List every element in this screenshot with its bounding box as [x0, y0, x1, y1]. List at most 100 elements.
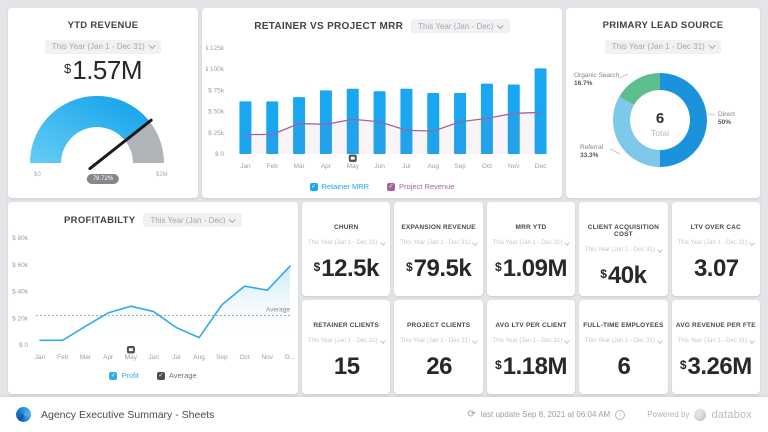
- mrr-legend: ✓ Retainer MRR ✓ Project Revenue: [202, 182, 562, 191]
- svg-text:$ 0: $ 0: [215, 151, 224, 158]
- legend-item-retainer-mrr[interactable]: ✓ Retainer MRR: [309, 182, 369, 191]
- kpi-grid: CHURN This Year (Jan 1 - Dec 31) $12.5k …: [302, 202, 760, 394]
- kpi-title: MRR YTD: [515, 224, 547, 231]
- profit-legend: ✓ Profit ✓ Average: [8, 371, 298, 380]
- currency-sign: $: [64, 61, 72, 76]
- date-range-select-ytd[interactable]: This Year (Jan 1 - Dec 31): [44, 39, 162, 54]
- kpi-value-number: 40k: [607, 262, 647, 289]
- currency-sign: $: [495, 260, 502, 274]
- svg-text:Jan: Jan: [240, 163, 251, 170]
- legend-item-profit[interactable]: ✓ Profit: [109, 371, 139, 380]
- legend-item-project-revenue[interactable]: ✓ Project Revenue: [387, 182, 454, 191]
- kpi-value-number: 12.5k: [321, 255, 379, 282]
- svg-text:Jun: Jun: [148, 354, 159, 361]
- checkbox-icon[interactable]: ✓: [387, 182, 396, 191]
- board-title: Agency Executive Summary - Sheets: [41, 408, 215, 421]
- last-update: ⟳ last update Sep 8, 2021 at 06:04 AM i: [467, 409, 626, 420]
- kpi-value: 26: [394, 353, 482, 381]
- chevron-down-icon: [379, 239, 386, 246]
- date-range-select-kpi[interactable]: This Year (Jan 1 - Dec 31): [493, 337, 571, 344]
- svg-text:Feb: Feb: [57, 354, 69, 361]
- profit-line-chart: $ 0 $ 20k $ 40k $ 60k $ 80k Average Jan Feb Mar A…: [12, 235, 295, 361]
- svg-text:Mar: Mar: [293, 163, 305, 170]
- panel-title-mrr: RETAINER VS PROJECT MRR: [254, 20, 404, 32]
- panel-primary-lead-source: PRIMARY LEAD SOURCE This Year (Jan 1 - D…: [566, 8, 760, 198]
- refresh-icon[interactable]: ⟳: [467, 409, 476, 420]
- chevron-down-icon: [472, 239, 478, 246]
- svg-text:May: May: [347, 163, 360, 170]
- chevron-down-icon: [379, 337, 386, 344]
- info-icon[interactable]: i: [615, 409, 626, 420]
- kpi-value: 3.07: [672, 255, 760, 283]
- annotation-marker-icon: [126, 346, 135, 354]
- date-range-select-kpi[interactable]: This Year (Jan 1 - Dec 31): [677, 239, 755, 246]
- date-range-select-kpi[interactable]: This Year (Jan 1 - Dec 31): [400, 337, 478, 344]
- date-range-select-kpi[interactable]: This Year (Jan 1 - Dec 31): [585, 246, 663, 253]
- gauge-value-number: 1.57M: [72, 55, 142, 85]
- date-range-label: This Year (Jan 1 - Dec 31): [400, 338, 470, 344]
- date-range-select-lead[interactable]: This Year (Jan 1 - Dec 31): [604, 39, 722, 54]
- legend-label: Project Revenue: [399, 182, 455, 191]
- kpi-tile-project-clients: PROJECT CLIENTS This Year (Jan 1 - Dec 3…: [394, 300, 483, 394]
- date-range-select-kpi[interactable]: This Year (Jan 1 - Dec 31): [307, 239, 386, 246]
- donut-total-label: Total: [651, 128, 669, 138]
- svg-text:Nov: Nov: [261, 354, 273, 361]
- legend-item-average[interactable]: ✓ Average: [156, 371, 197, 380]
- kpi-value: $3.26M: [672, 353, 760, 381]
- date-range-select-kpi[interactable]: This Year (Jan 1 - Dec 31): [493, 239, 571, 246]
- kpi-tile-churn: CHURN This Year (Jan 1 - Dec 31) $12.5k: [302, 202, 391, 296]
- svg-text:Nov: Nov: [508, 163, 520, 170]
- kpi-value-number: 79.5k: [413, 255, 472, 282]
- svg-text:Sep: Sep: [454, 163, 466, 170]
- checkbox-icon[interactable]: ✓: [156, 371, 165, 380]
- chevron-down-icon: [749, 337, 755, 344]
- checkbox-icon[interactable]: ✓: [109, 371, 118, 380]
- panel-ytd-revenue: YTD REVENUE This Year (Jan 1 - Dec 31) $…: [8, 8, 198, 198]
- date-range-label: This Year (Jan - Dec): [418, 21, 494, 31]
- databox-wordmark[interactable]: databox: [711, 408, 752, 421]
- date-range-select-kpi[interactable]: This Year (Jan 1 - Dec 31): [308, 337, 386, 344]
- last-update-text: last update Sep 8, 2021 at 06:04 AM: [480, 410, 611, 419]
- svg-text:Apr: Apr: [321, 163, 332, 170]
- powered-by-label: Powered by: [647, 410, 690, 419]
- checkbox-icon[interactable]: ✓: [309, 182, 318, 191]
- svg-text:Apr: Apr: [103, 354, 114, 361]
- kpi-value: 15: [302, 353, 390, 381]
- date-range-label: This Year (Jan 1 - Dec 31): [307, 240, 378, 246]
- kpi-tile-ltv-over-cac: LTV OVER CAC This Year (Jan 1 - Dec 31) …: [671, 202, 760, 296]
- panel-retainer-vs-project-mrr: RETAINER VS PROJECT MRR This Year (Jan -…: [202, 8, 562, 198]
- kpi-title: RETAINER CLIENTS: [313, 322, 379, 329]
- chevron-down-icon: [472, 337, 478, 344]
- kpi-tile-avg-ltv-per-client: AVG LTV PER CLIENT This Year (Jan 1 - De…: [486, 300, 576, 394]
- date-range-select-mrr[interactable]: This Year (Jan - Dec): [411, 19, 510, 33]
- currency-sign: $: [405, 260, 413, 274]
- svg-text:$ 0: $ 0: [19, 342, 28, 349]
- date-range-select-profit[interactable]: This Year (Jan - Dec): [143, 213, 242, 227]
- currency-sign: $: [600, 267, 607, 281]
- svg-text:$ 40k: $ 40k: [12, 289, 29, 296]
- date-range-select-kpi[interactable]: This Year (Jan 1 - Dec 31): [585, 337, 663, 344]
- kpi-title: CHURN: [333, 224, 359, 231]
- svg-text:D...: D...: [285, 354, 295, 361]
- gauge-chart: [30, 96, 164, 171]
- chevron-down-icon: [656, 246, 663, 253]
- gauge-max-label: $2M: [156, 172, 168, 178]
- date-range-label: This Year (Jan 1 - Dec 31): [677, 240, 748, 246]
- panel-profitability: PROFITABILTY This Year (Jan - Dec) $ 0 $ …: [8, 202, 298, 394]
- svg-text:Aug: Aug: [427, 163, 439, 170]
- svg-text:$ 50k: $ 50k: [208, 109, 225, 116]
- date-range-select-kpi[interactable]: This Year (Jan 1 - Dec 31): [677, 337, 755, 344]
- kpi-tile-expansion-revenue: EXPANSION REVENUE This Year (Jan 1 - Dec…: [394, 202, 483, 296]
- date-range-label: This Year (Jan 1 - Dec 31): [585, 338, 655, 344]
- svg-text:Average: Average: [266, 307, 290, 314]
- kpi-tile-retainer-clients: RETAINER CLIENTS This Year (Jan 1 - Dec …: [302, 300, 391, 394]
- svg-text:Mar: Mar: [80, 354, 92, 361]
- svg-text:Aug: Aug: [193, 354, 205, 361]
- legend-label: Average: [168, 371, 197, 380]
- kpi-value: $79.5k: [394, 255, 482, 283]
- chevron-down-icon: [564, 337, 571, 344]
- date-range-select-kpi[interactable]: This Year (Jan 1 - Dec 31): [400, 239, 478, 246]
- svg-text:Oct: Oct: [239, 354, 249, 361]
- kpi-value-number: 1.09M: [502, 255, 568, 282]
- databox-logo-icon: [16, 407, 31, 422]
